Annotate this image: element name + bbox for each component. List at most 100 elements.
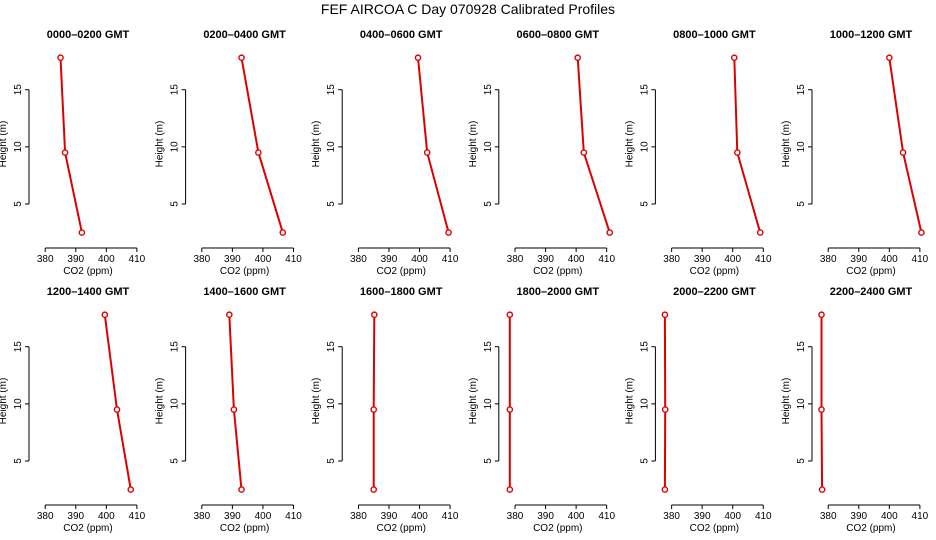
data-point <box>506 486 514 493</box>
x-axis-label: CO2 (ppm) <box>376 523 425 534</box>
data-point <box>423 149 431 156</box>
y-tick-label: 10 <box>326 141 337 153</box>
y-tick-label: 10 <box>639 398 650 410</box>
y-tick-label: 10 <box>170 398 181 410</box>
data-point <box>230 406 238 413</box>
data-point <box>370 406 378 413</box>
x-tick-label: 410 <box>912 511 929 522</box>
x-tick-label: 390 <box>850 511 867 522</box>
x-tick-label: 380 <box>507 254 524 265</box>
y-tick-label: 10 <box>796 398 807 410</box>
x-tick-label: 410 <box>285 254 302 265</box>
x-tick-label: 380 <box>507 511 524 522</box>
x-tick-label: 410 <box>912 254 929 265</box>
x-axis-label: CO2 (ppm) <box>220 266 269 277</box>
x-tick-label: 380 <box>350 254 367 265</box>
data-point <box>57 54 64 62</box>
x-tick-label: 380 <box>37 254 54 265</box>
x-tick-label: 390 <box>537 254 554 265</box>
x-axis-label: CO2 (ppm) <box>690 523 739 534</box>
x-tick-label: 390 <box>381 254 398 265</box>
y-axis-label: Height (m) <box>468 121 479 168</box>
y-axis-label: Height (m) <box>0 121 9 168</box>
y-axis-label: Height (m) <box>155 121 166 168</box>
y-tick-label: 15 <box>796 84 807 96</box>
profile-line <box>228 314 243 490</box>
y-tick-label: 15 <box>326 341 337 353</box>
y-axis-label: Height (m) <box>624 121 635 168</box>
y-tick-label: 5 <box>483 201 494 207</box>
data-point <box>238 54 245 62</box>
panel: 0800–1000 GMT 380 390 400 410 5 10 15 CO2 (ppm) H… <box>624 29 772 277</box>
x-tick-label: 410 <box>598 254 615 265</box>
panel-title: 1400–1600 GMT <box>203 286 286 298</box>
y-axis-label: Height (m) <box>624 378 635 425</box>
x-axis-label: CO2 (ppm) <box>846 523 895 534</box>
x-tick-label: 400 <box>411 511 428 522</box>
data-point <box>506 406 514 413</box>
data-point <box>238 486 245 493</box>
data-point <box>918 229 925 236</box>
panel: 0600–0800 GMT 380 390 400 410 5 10 15 CO2 (ppm) H… <box>468 29 616 277</box>
x-axis-label: CO2 (ppm) <box>220 523 269 534</box>
panel-title: 0000–0200 GMT <box>47 29 130 41</box>
x-tick-label: 400 <box>568 254 585 265</box>
data-point <box>661 486 669 493</box>
y-tick-label: 10 <box>13 141 24 153</box>
data-point <box>101 311 109 319</box>
y-tick-label: 15 <box>326 84 337 96</box>
y-tick-label: 15 <box>639 341 650 353</box>
y-tick-label: 10 <box>796 141 807 153</box>
y-tick-label: 10 <box>639 141 650 153</box>
x-tick-label: 380 <box>820 511 837 522</box>
panel: 1600–1800 GMT 380 390 400 410 5 10 15 CO2 (ppm) H… <box>311 286 459 534</box>
x-tick-label: 410 <box>442 254 459 265</box>
x-tick-label: 390 <box>537 511 554 522</box>
x-axis-label: CO2 (ppm) <box>846 266 895 277</box>
x-tick-label: 410 <box>442 511 459 522</box>
y-tick-label: 15 <box>170 84 181 96</box>
y-axis-label: Height (m) <box>781 378 792 425</box>
y-tick-label: 15 <box>13 84 24 96</box>
y-tick-label: 5 <box>326 201 337 207</box>
x-tick-label: 400 <box>98 511 115 522</box>
y-tick-label: 10 <box>483 141 494 153</box>
data-point <box>255 149 262 156</box>
y-tick-label: 5 <box>639 201 650 207</box>
panel-title: 0800–1000 GMT <box>673 29 756 41</box>
profile-line <box>576 57 611 233</box>
x-tick-label: 400 <box>881 254 898 265</box>
y-tick-label: 15 <box>639 84 650 96</box>
y-tick-label: 5 <box>13 201 24 207</box>
y-tick-label: 5 <box>796 458 807 464</box>
y-tick-label: 15 <box>796 341 807 353</box>
data-point <box>127 486 135 493</box>
x-tick-label: 400 <box>411 254 428 265</box>
x-tick-label: 410 <box>285 511 302 522</box>
data-point <box>818 311 825 319</box>
panel: 0400–0600 GMT 380 390 400 410 5 10 15 CO2 (ppm) H… <box>311 29 459 277</box>
x-tick-label: 410 <box>129 511 146 522</box>
x-tick-label: 400 <box>724 254 741 265</box>
panel-title: 0600–0800 GMT <box>517 29 600 41</box>
x-tick-label: 400 <box>881 511 898 522</box>
y-axis-label: Height (m) <box>0 378 9 425</box>
y-tick-label: 10 <box>13 398 24 410</box>
profile-line <box>733 57 762 233</box>
panel: 1000–1200 GMT 380 390 400 410 5 10 15 CO2 (ppm) H… <box>781 29 929 277</box>
data-point <box>661 311 669 319</box>
x-tick-label: 380 <box>350 511 367 522</box>
panel: 0000–0200 GMT 380 390 400 410 5 10 15 CO2 (ppm) H… <box>0 29 146 277</box>
y-tick-label: 5 <box>13 458 24 464</box>
panel-title: 0200–0400 GMT <box>203 29 286 41</box>
profile-line <box>103 314 132 490</box>
x-tick-label: 390 <box>381 511 398 522</box>
profile-line <box>888 57 923 233</box>
x-tick-label: 410 <box>129 254 146 265</box>
data-point <box>606 229 614 236</box>
profile-line <box>372 314 376 490</box>
panel: 1800–2000 GMT 380 390 400 410 5 10 15 CO2 (ppm) H… <box>468 286 616 534</box>
x-tick-label: 410 <box>598 511 615 522</box>
x-tick-label: 390 <box>694 254 711 265</box>
x-tick-label: 390 <box>224 254 241 265</box>
